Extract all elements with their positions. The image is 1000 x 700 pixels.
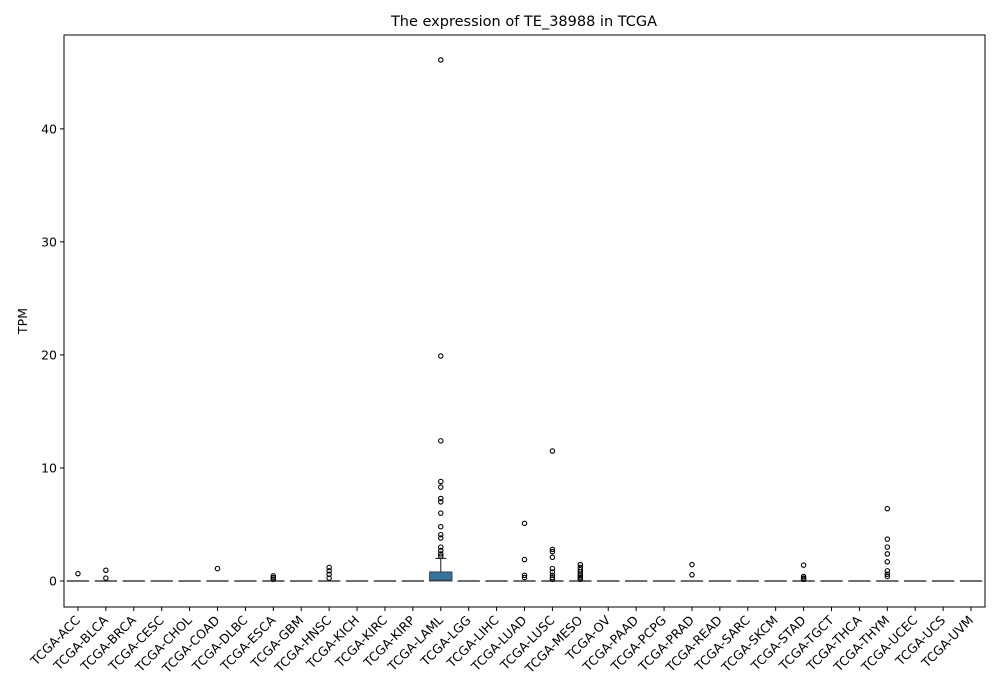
outlier-point [438, 523, 444, 530]
outlier-point [577, 561, 584, 568]
outlier-point [884, 536, 891, 542]
box-tcga-lusc [541, 448, 564, 583]
outlier-point [438, 544, 444, 550]
outlier-point [438, 551, 444, 557]
outlier-point [438, 510, 444, 516]
outlier-point [884, 551, 891, 557]
outlier-point [438, 57, 444, 63]
outlier-point [521, 572, 528, 579]
outlier-point [521, 574, 528, 581]
outlier-point [549, 546, 556, 553]
outlier-point [549, 565, 556, 572]
box-tcga-laml [429, 57, 453, 582]
outlier-point [884, 571, 891, 577]
outlier-point [549, 576, 556, 583]
box-body [429, 571, 453, 582]
outlier-point [884, 573, 891, 580]
outlier-point [103, 567, 109, 574]
box-tcga-meso [569, 561, 592, 583]
outlier-point [438, 553, 444, 559]
outlier-point [800, 573, 807, 580]
outlier-point [270, 576, 277, 583]
outlier-point [326, 575, 332, 581]
outlier-point [438, 495, 444, 502]
box-tcga-coad [206, 565, 229, 582]
y-tick-label: 0 [49, 574, 57, 589]
outlier-point [438, 438, 444, 444]
outlier-point [689, 561, 695, 568]
box-tcga-luad [513, 520, 536, 582]
outlier-point [103, 575, 109, 581]
outlier-point [549, 574, 556, 581]
outlier-point [800, 562, 807, 568]
y-axis-label: TPM [15, 308, 30, 335]
outlier-point [438, 499, 444, 505]
outlier-point [577, 576, 584, 583]
outlier-point [326, 564, 332, 571]
outlier-point [549, 554, 556, 561]
outlier-point [270, 573, 277, 579]
box-tcga-stad [792, 562, 815, 583]
outlier-point [438, 531, 444, 538]
outlier-point [438, 484, 444, 490]
box-tcga-esca [262, 573, 285, 583]
outlier-point [577, 574, 584, 581]
y-tick-label: 10 [41, 460, 57, 475]
outlier-point [438, 353, 444, 359]
box-tcga-acc [66, 570, 90, 582]
y-tick-label: 20 [41, 347, 57, 362]
box-tcga-blca [94, 567, 118, 582]
chart-title: The expression of TE_38988 in TCGA [390, 14, 657, 30]
box-tcga-hnsc [317, 564, 341, 582]
outlier-point [438, 535, 444, 541]
plot-area: 010203040TCGA-ACCTCGA-BLCATCGA-BRCATCGA-… [27, 57, 983, 677]
outlier-point [884, 559, 891, 565]
outlier-point [75, 570, 81, 577]
outlier-point [800, 576, 807, 583]
outlier-point [577, 573, 584, 579]
outlier-point [438, 478, 444, 485]
outlier-point [214, 565, 221, 572]
outlier-point [884, 505, 891, 512]
outlier-point [549, 448, 556, 454]
outlier-point [884, 544, 891, 550]
y-tick-label: 30 [41, 234, 57, 249]
box-tcga-thym [876, 505, 899, 582]
axes-frame [63, 34, 986, 608]
outlier-point [549, 569, 556, 575]
outlier-point [549, 548, 556, 555]
outlier-point [270, 574, 277, 581]
box-tcga-prad [680, 561, 704, 582]
outlier-point [521, 556, 528, 563]
y-tick-label: 40 [41, 121, 57, 136]
outlier-point [884, 568, 891, 574]
outlier-point [577, 571, 584, 577]
outlier-point [521, 520, 528, 527]
outlier-point [438, 547, 444, 554]
outlier-point [326, 568, 332, 574]
outlier-point [689, 572, 695, 578]
